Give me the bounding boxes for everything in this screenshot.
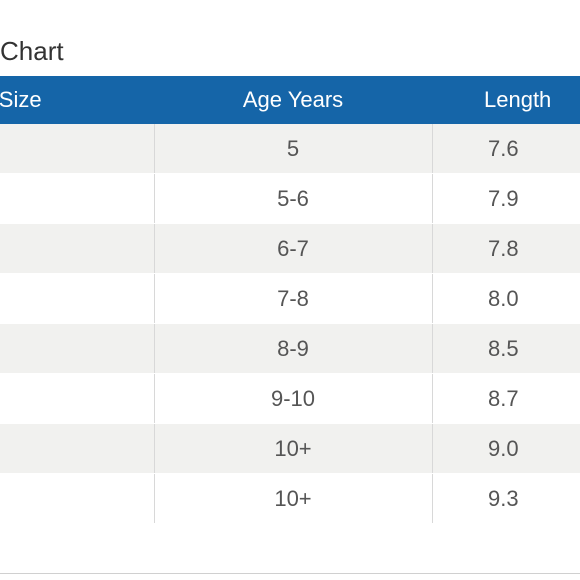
length-cell: 9.0 <box>432 423 580 474</box>
length-value: 7.6 <box>488 135 519 161</box>
size-cell: 12 <box>0 124 155 174</box>
table-row: 6 10+ 9.3 <box>0 473 580 524</box>
age-cell: 10+ <box>154 423 433 474</box>
size-value: 12 <box>0 136 40 162</box>
size-value: 13 <box>0 186 40 212</box>
table-body: 12 5 7.6 13 5-6 7.9 1 6-7 7.8 2 7-8 <box>0 124 580 524</box>
length-value: 8.0 <box>488 285 519 311</box>
header-length-label: Length <box>484 87 552 112</box>
age-cell: 10+ <box>154 473 433 524</box>
header-row: S Size Age Years Length <box>0 76 580 124</box>
size-cell: 2 <box>0 273 155 324</box>
size-value: 5 <box>0 436 40 462</box>
age-cell: 5 <box>154 124 433 174</box>
length-value: 8.7 <box>488 385 519 411</box>
table-row: 3 8-9 8.5 <box>0 323 580 374</box>
size-cell: 4 <box>0 373 155 424</box>
table-header: S Size Age Years Length <box>0 76 580 124</box>
table-row: 1 6-7 7.8 <box>0 223 580 274</box>
size-value: 1 <box>0 236 40 262</box>
length-value: 8.5 <box>488 335 519 361</box>
length-cell: 8.5 <box>432 323 580 374</box>
size-cell: 3 <box>0 323 155 374</box>
length-value: 7.9 <box>488 185 519 211</box>
header-size: S Size <box>0 87 42 112</box>
age-cell: 6-7 <box>154 223 433 274</box>
bottom-divider <box>0 573 580 574</box>
length-cell: 8.0 <box>432 273 580 324</box>
table-row: 5 10+ 9.0 <box>0 423 580 474</box>
size-cell: 1 <box>0 223 155 274</box>
size-value: 2 <box>0 286 40 312</box>
table-row: 2 7-8 8.0 <box>0 273 580 324</box>
size-chart-table-wrapper: S Size Age Years Length 12 5 7.6 13 5-6 … <box>0 76 580 524</box>
table-row: 4 9-10 8.7 <box>0 373 580 424</box>
size-cell: 6 <box>0 473 155 524</box>
length-cell: 7.8 <box>432 223 580 274</box>
table-row: 13 5-6 7.9 <box>0 173 580 224</box>
length-value: 7.8 <box>488 235 519 261</box>
size-value: 4 <box>0 386 40 412</box>
length-cell: 7.9 <box>432 173 580 224</box>
size-value: 3 <box>0 336 40 362</box>
length-cell: 7.6 <box>432 124 580 174</box>
length-cell: 9.3 <box>432 473 580 524</box>
length-cell: 8.7 <box>432 373 580 424</box>
age-cell: 9-10 <box>154 373 433 424</box>
header-age-years: Age Years <box>242 87 344 112</box>
table-row: 12 5 7.6 <box>0 124 580 174</box>
age-cell: 7-8 <box>154 273 433 324</box>
length-value: 9.3 <box>488 485 519 511</box>
size-value: 6 <box>0 486 40 512</box>
header-length: Length <box>432 76 580 124</box>
chart-title: Chart <box>0 36 64 66</box>
size-chart-table: S Size Age Years Length 12 5 7.6 13 5-6 … <box>0 76 580 524</box>
size-cell: 13 <box>0 173 155 224</box>
age-cell: 8-9 <box>154 323 433 374</box>
length-value: 9.0 <box>488 435 519 461</box>
size-cell: 5 <box>0 423 155 474</box>
age-cell: 5-6 <box>154 173 433 224</box>
